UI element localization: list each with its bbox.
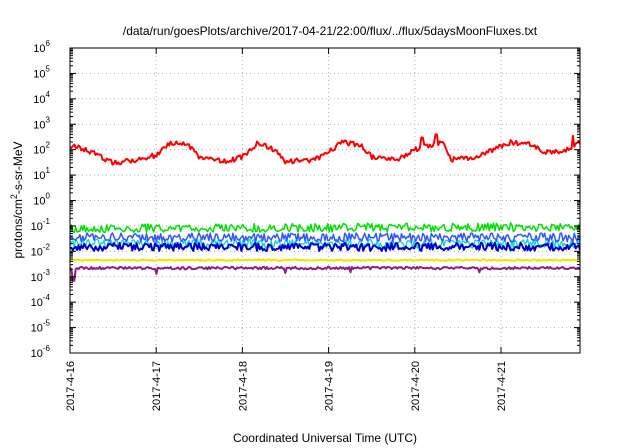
y-tick-exp: 2 [46,141,51,150]
y-tick-exp: -3 [43,268,51,277]
y-tick-exp: -4 [43,293,51,302]
y-tick-exp: -2 [43,242,51,251]
x-axis-label: Coordinated Universal Time (UTC) [233,431,417,445]
y-tick-base: 10 [33,68,45,80]
y-tick-base: 10 [33,196,45,208]
y-tick-exp: 1 [46,166,51,175]
y-tick-base: 10 [31,272,43,284]
y-tick-exp: -6 [43,344,51,353]
series-line-1 [70,133,580,166]
y-tick-label: 102 [33,141,50,157]
y-tick-exp: 0 [46,192,51,201]
y-tick-label: 104 [33,90,50,106]
y-tick-label: 106 [33,39,50,55]
y-tick-label: 101 [33,166,50,182]
series-line-5 [70,241,580,252]
grid [70,48,580,353]
y-tick-label: 10-6 [31,344,51,360]
y-tick-label: 10-2 [31,242,51,258]
x-tick-label: 2017-4-20 [410,361,422,411]
y-tick-exp: 4 [46,90,51,99]
y-tick-base: 10 [33,145,45,157]
y-axis-label-sup: 2 [9,194,19,199]
y-tick-base: 10 [33,43,45,55]
y-tick-base: 10 [31,297,43,309]
y-tick-label: 10-1 [31,217,51,233]
y-tick-base: 10 [33,119,45,131]
y-axis-label-rest: -s-sr-MeV [11,141,25,194]
x-axis: 2017-4-16 2017-4-17 2017-4-18 2017-4-19 2017… [65,48,508,411]
y-tick-base: 10 [31,323,43,335]
y-axis: 10610510410310210110010-110-210-310-410-… [31,39,580,360]
y-tick-label: 10-5 [31,319,51,335]
y-tick-label: 103 [33,115,50,131]
y-tick-exp: -1 [43,217,51,226]
y-tick-exp: 5 [46,64,51,73]
y-tick-base: 10 [31,221,43,233]
y-tick-label: 10-3 [31,268,51,284]
y-tick-exp: -5 [43,319,51,328]
series-line-6 [70,258,580,262]
x-tick-label: 2017-4-18 [237,361,249,411]
y-tick-label: 10-4 [31,293,51,309]
y-tick-exp: 3 [46,115,51,124]
y-tick-base: 10 [31,246,43,258]
chart-title: /data/run/goesPlots/archive/2017-04-21/2… [123,24,538,38]
y-tick-label: 100 [33,192,50,208]
series-line-2 [70,222,580,234]
series-line-4 [70,232,580,243]
y-tick-base: 10 [33,170,45,182]
x-tick-label: 2017-4-21 [496,361,508,411]
y-tick-base: 10 [33,94,45,106]
x-tick-label: 2017-4-19 [324,361,336,411]
y-axis-label: protons/cm2-s-sr-MeV [9,141,25,258]
y-tick-base: 10 [31,348,43,360]
y-tick-exp: 6 [46,39,51,48]
series-layer [70,133,580,282]
y-tick-label: 105 [33,64,50,80]
y-axis-label-main: protons/cm [11,199,25,258]
x-tick-label: 2017-4-17 [151,361,163,411]
series-line-7 [70,265,580,282]
x-tick-label: 2017-4-16 [65,361,77,411]
